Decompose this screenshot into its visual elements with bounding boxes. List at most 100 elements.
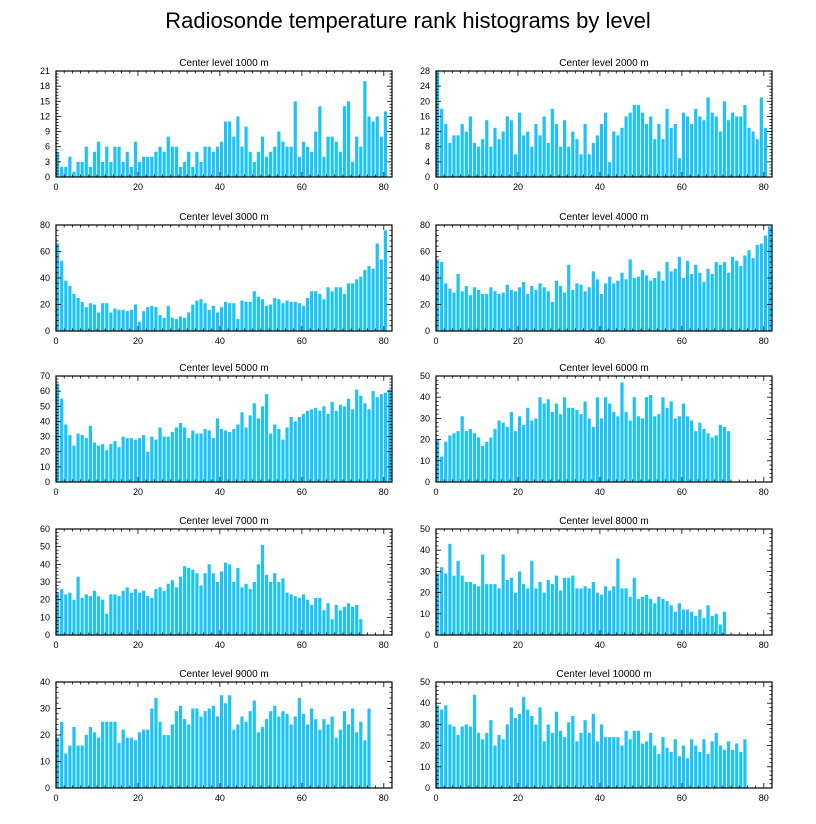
panel-5: Center level 5000 m 0 20 40 60 80 0 10 20 30 40 50 6… (40, 363, 393, 497)
bar (706, 754, 710, 788)
bar (248, 415, 252, 482)
bar (162, 735, 166, 788)
bar (509, 289, 513, 331)
bar (649, 598, 653, 635)
bar (452, 135, 456, 177)
bar (84, 146, 88, 177)
bar (669, 751, 673, 788)
y-tick-label: 20 (420, 741, 430, 751)
bar (379, 136, 383, 177)
bar (355, 136, 359, 177)
y-tick-label: 28 (420, 66, 430, 76)
bar (558, 414, 563, 482)
bar (318, 729, 322, 788)
y-tick-label: 30 (420, 566, 430, 576)
bar (612, 586, 616, 635)
bar (604, 737, 608, 788)
bar (88, 303, 92, 331)
y-tick-label: 60 (40, 524, 50, 534)
bar (558, 285, 563, 331)
bar (665, 262, 669, 331)
bar (739, 266, 743, 331)
bar (219, 695, 224, 788)
y-tick-label: 80 (420, 220, 430, 230)
y-tick-label: 0 (425, 477, 430, 487)
bar (224, 562, 228, 635)
bar (301, 413, 306, 482)
y-tick-label: 40 (420, 698, 430, 708)
bar (571, 575, 575, 635)
bar (281, 711, 285, 788)
bar (142, 311, 146, 332)
bar (371, 268, 375, 331)
bar (113, 594, 117, 635)
bar (440, 567, 444, 635)
bar (497, 420, 501, 482)
bar (640, 596, 645, 635)
bar (355, 732, 359, 788)
bar (710, 437, 714, 482)
bar (310, 409, 314, 482)
bar (121, 309, 125, 331)
y-tick-label: 15 (40, 96, 50, 106)
x-tick-label: 20 (133, 640, 143, 650)
y-tick-label: 10 (40, 612, 50, 622)
bar (436, 259, 440, 331)
bar (203, 303, 207, 331)
bar (558, 590, 563, 635)
bar (92, 304, 97, 331)
bar (440, 262, 444, 331)
bar (129, 166, 133, 177)
bar (342, 106, 347, 177)
bar (68, 156, 72, 177)
bar (620, 272, 624, 331)
x-tick-label: 60 (677, 640, 687, 650)
bar (534, 724, 538, 788)
bar (636, 598, 640, 635)
bar (338, 729, 342, 788)
bar (694, 615, 698, 635)
bar (269, 151, 273, 177)
y-tick-label: 20 (40, 300, 50, 310)
bar (109, 312, 113, 331)
bar (485, 441, 489, 482)
bar (68, 285, 72, 331)
bar (256, 418, 260, 482)
bar (628, 420, 632, 482)
bar (616, 280, 620, 331)
bar (685, 416, 690, 482)
bar (170, 317, 174, 331)
bar (583, 124, 587, 177)
bar (661, 139, 665, 177)
bar (505, 579, 509, 635)
bar (706, 433, 710, 482)
bar (219, 307, 224, 331)
bar (542, 403, 546, 482)
bar (297, 597, 301, 635)
bar (224, 121, 228, 177)
bar (273, 424, 277, 482)
bar (240, 412, 244, 482)
bar (285, 146, 289, 177)
bar (522, 424, 526, 482)
bar (264, 394, 269, 482)
panel-8: Center level 8000 m 0 20 40 60 80 0 10 20 30 40 50 (420, 516, 773, 650)
bar (575, 283, 579, 331)
bar (583, 291, 587, 331)
bar (702, 281, 706, 331)
bar (567, 407, 571, 482)
bar (595, 135, 599, 177)
bar (464, 582, 468, 635)
y-tick-label: 40 (40, 416, 50, 426)
bar (248, 711, 252, 788)
bar (236, 724, 240, 788)
bar (558, 730, 563, 788)
bar (195, 151, 199, 177)
bar (538, 135, 542, 177)
panel-title: Center level 3000 m (179, 212, 269, 223)
bar (273, 297, 277, 332)
bar (334, 287, 338, 331)
x-tick-label: 80 (379, 336, 389, 346)
bar (550, 732, 554, 788)
bar (542, 287, 546, 331)
